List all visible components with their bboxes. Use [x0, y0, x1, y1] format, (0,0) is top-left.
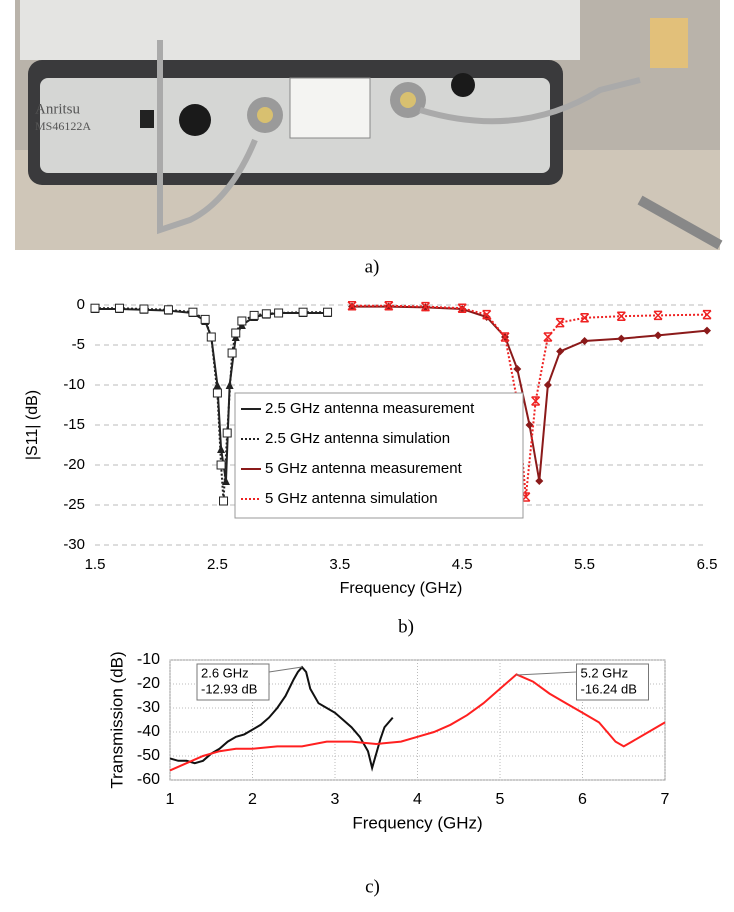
marker	[580, 337, 589, 345]
legend-label: 2.5 GHz antenna simulation	[265, 430, 450, 447]
y-tick-label: -30	[137, 699, 160, 716]
legend-label: 5 GHz antenna measurement	[265, 460, 463, 477]
marker	[139, 304, 149, 314]
annotation-text: -12.93 dB	[201, 681, 257, 696]
marker	[521, 492, 531, 502]
x-tick-label: 1	[166, 791, 175, 808]
annotation-text: 5.2 GHz	[581, 665, 629, 680]
marker	[543, 332, 553, 342]
x-tick-label: 6	[578, 791, 587, 808]
marker	[163, 305, 173, 315]
marker	[212, 388, 222, 398]
caption: b)	[398, 616, 414, 637]
annotation-leader	[516, 671, 577, 676]
marker	[500, 332, 510, 342]
x-axis-label: Frequency (GHz)	[352, 813, 482, 832]
marker	[513, 365, 522, 373]
x-tick-label: 7	[661, 791, 670, 808]
marker	[347, 301, 357, 311]
marker	[261, 309, 271, 319]
marker	[274, 308, 284, 318]
y-tick-label: -25	[63, 496, 85, 513]
marker	[616, 311, 626, 321]
marker	[216, 460, 226, 470]
x-tick-label: 2	[248, 791, 257, 808]
caption: c)	[365, 876, 380, 897]
marker	[219, 496, 229, 506]
marker	[298, 307, 308, 317]
series-line	[352, 304, 708, 498]
y-tick-label: -15	[63, 416, 85, 433]
x-axis-label: Frequency (GHz)	[340, 580, 463, 597]
y-tick-label: -20	[137, 675, 160, 692]
x-tick-label: 5.5	[574, 556, 595, 573]
y-tick-label: -10	[63, 376, 85, 393]
marker	[206, 332, 216, 342]
photo-label: MS46122A	[35, 119, 91, 133]
marker	[114, 303, 124, 313]
legend-label: 5 GHz antenna simulation	[265, 490, 438, 507]
annotation-leader	[268, 666, 303, 673]
marker	[535, 477, 544, 485]
y-tick-label: -50	[137, 747, 160, 764]
x-tick-label: 4.5	[452, 556, 473, 573]
x-tick-label: 3	[331, 791, 340, 808]
legend-label: 2.5 GHz antenna measurement	[265, 400, 475, 417]
marker	[580, 313, 590, 323]
x-tick-label: 1.5	[85, 556, 106, 573]
marker	[531, 396, 541, 406]
marker	[482, 309, 492, 320]
marker	[323, 307, 333, 317]
marker	[213, 381, 222, 389]
photo-label: Anritsu	[35, 101, 81, 117]
marker	[237, 316, 247, 326]
photo: Anritsu MS46122A	[15, 0, 723, 250]
marker	[217, 445, 226, 453]
marker	[457, 303, 467, 313]
annotation-box	[196, 663, 270, 701]
x-tick-label: 5	[496, 791, 505, 808]
marker	[654, 331, 663, 340]
x-tick-label: 4	[413, 791, 422, 808]
annotation-text: -16.24 dB	[581, 681, 637, 696]
x-tick-label: 3.5	[329, 556, 350, 573]
series-line	[169, 673, 666, 772]
marker	[221, 477, 230, 485]
y-tick-label: -40	[137, 723, 160, 740]
marker	[227, 348, 237, 358]
marker	[384, 301, 394, 311]
marker	[225, 381, 234, 389]
marker	[702, 309, 712, 320]
caption: a)	[365, 256, 380, 277]
x-tick-label: 6.5	[697, 556, 718, 573]
marker	[420, 301, 431, 312]
marker	[525, 421, 534, 429]
annotation-text: 2.6 GHz	[201, 665, 249, 680]
legend-box	[234, 392, 524, 519]
y-axis-label: |S11| (dB)	[24, 390, 41, 460]
marker	[249, 310, 259, 320]
marker	[703, 326, 711, 335]
y-tick-label: -30	[63, 536, 85, 553]
marker	[653, 310, 663, 321]
marker	[200, 314, 210, 324]
y-tick-label: -10	[137, 651, 160, 668]
annotation-box	[576, 663, 649, 701]
y-tick-label: 0	[77, 296, 85, 313]
y-axis-label: Transmission (dB)	[107, 651, 126, 788]
marker	[90, 303, 100, 313]
marker	[222, 428, 232, 438]
y-tick-label: -20	[63, 456, 85, 473]
marker	[231, 328, 241, 338]
marker	[617, 334, 626, 343]
marker	[188, 307, 198, 317]
y-tick-label: -60	[137, 771, 160, 788]
marker	[555, 317, 565, 328]
y-tick-label: -5	[72, 336, 85, 353]
marker	[556, 347, 565, 356]
x-tick-label: 2.5	[207, 556, 228, 573]
marker	[543, 381, 552, 389]
